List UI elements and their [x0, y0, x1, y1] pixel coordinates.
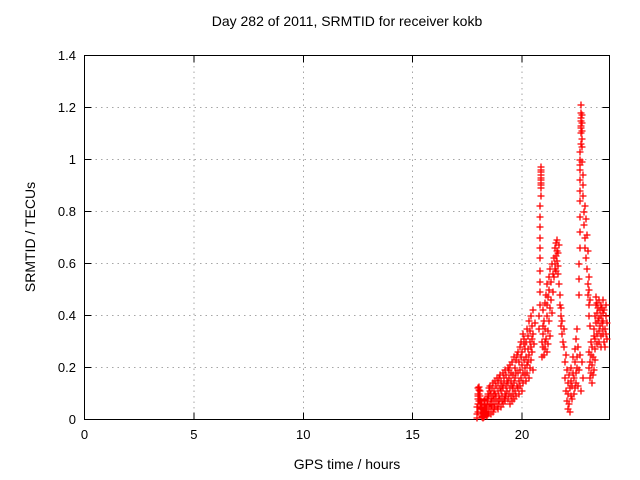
axis-ticks — [84, 55, 610, 420]
y-tick-label: 1 — [68, 151, 76, 167]
x-tick-label: 5 — [190, 426, 198, 442]
y-tick-label: 1.2 — [57, 99, 76, 115]
x-tick-label: 20 — [514, 426, 530, 442]
y-tick-label: 0.2 — [57, 359, 76, 375]
x-tick-label: 15 — [405, 426, 420, 442]
x-tick-label: 10 — [296, 426, 311, 442]
plot-border — [84, 55, 610, 420]
grid-lines — [84, 55, 610, 420]
x-axis-label: GPS time / hours — [293, 456, 401, 472]
y-axis-label: SRMTID / TECUs — [22, 181, 38, 293]
y-tick-label: 0.6 — [57, 255, 76, 271]
y-tick-label: 0.4 — [57, 307, 76, 323]
y-tick-label: 1.4 — [57, 47, 76, 63]
x-tick-label: 0 — [80, 426, 89, 442]
data-points — [473, 101, 611, 422]
chart-title: Day 282 of 2011, SRMTID for receiver kok… — [211, 13, 483, 29]
y-tick-label: 0.8 — [57, 203, 76, 219]
y-tick-label: 0 — [68, 411, 76, 427]
